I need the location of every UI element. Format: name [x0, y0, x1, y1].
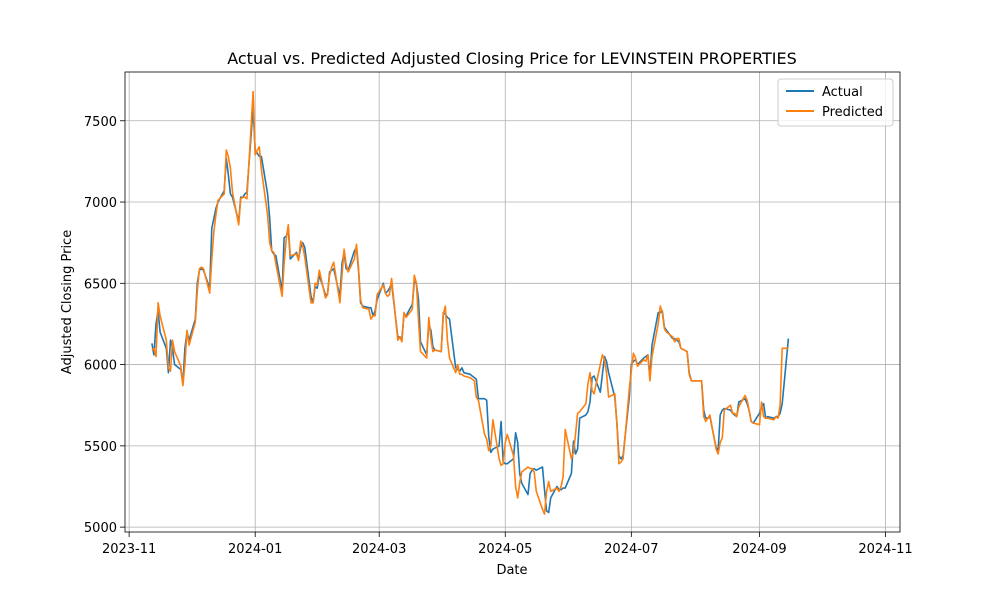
chart-title: Actual vs. Predicted Adjusted Closing Pr… — [227, 49, 797, 68]
x-tick-label: 2024-05 — [478, 542, 532, 557]
y-tick-label: 5000 — [84, 521, 117, 536]
y-tick-label: 7000 — [84, 196, 117, 211]
y-axis: 5000 5500 6000 6500 7000 7500 — [84, 115, 125, 536]
plot-frame — [124, 71, 901, 533]
y-tick-label: 7500 — [84, 115, 117, 130]
legend-label-actual: Actual — [822, 85, 863, 100]
x-axis: 2023-11 2024-01 2024-03 2024-05 2024-07 2024-… — [102, 532, 913, 557]
x-tick-label: 2024-09 — [732, 542, 786, 557]
y-tick-label: 6500 — [84, 277, 117, 292]
y-tick-label: 6000 — [84, 359, 117, 374]
x-tick-label: 2023-11 — [102, 542, 156, 557]
series-line-predicted — [151, 90, 789, 515]
y-axis-label: Adjusted Closing Price — [60, 230, 75, 374]
x-axis-label: Date — [496, 563, 527, 578]
x-tick-label: 2024-07 — [604, 542, 658, 557]
series-layer — [151, 90, 790, 515]
x-tick-label: 2024-11 — [858, 542, 912, 557]
legend-label-predicted: Predicted — [822, 105, 883, 120]
grid — [125, 72, 900, 532]
x-tick-label: 2024-03 — [352, 542, 406, 557]
x-tick-label: 2024-01 — [228, 542, 282, 557]
legend: Actual Predicted — [777, 78, 894, 127]
y-tick-label: 5500 — [84, 440, 117, 455]
